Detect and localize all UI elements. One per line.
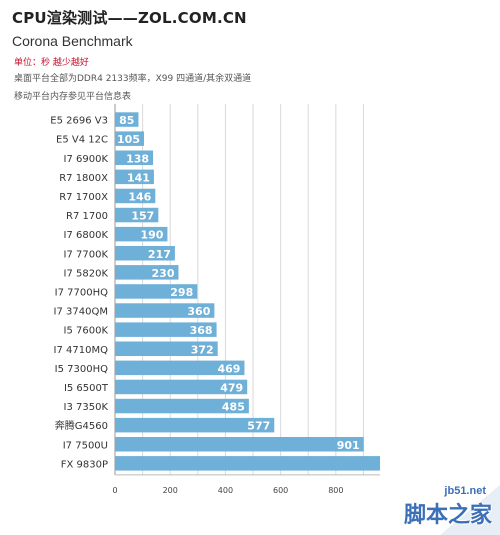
bar: [115, 226, 168, 242]
chart-subtitle: Corona Benchmark: [12, 33, 133, 49]
category-label: I5 7600K: [64, 326, 109, 337]
data-label: 146: [128, 190, 151, 203]
bar: [115, 341, 218, 356]
category-label: R7 1700: [66, 211, 108, 222]
chart-title: CPU渲染测试——ZOL.COM.CN: [12, 9, 247, 27]
data-label: 298: [170, 286, 193, 299]
x-tick-label: 600: [273, 486, 288, 495]
bar: [115, 360, 245, 376]
data-label: 368: [190, 324, 213, 337]
data-label: 190: [140, 229, 163, 242]
data-label: 157: [131, 210, 154, 223]
category-label: I5 7300HQ: [55, 364, 108, 375]
category-label: 奔腾G4560: [55, 419, 108, 432]
mobile-note: 移动平台内存参见平台信息表: [14, 92, 132, 102]
data-label: 230: [152, 267, 175, 280]
category-label: R7 1800X: [59, 173, 108, 184]
category-label: I7 3740QM: [54, 307, 108, 318]
category-label: I3 7350K: [64, 402, 109, 413]
data-label: 479: [220, 381, 243, 394]
data-label: 901: [337, 439, 360, 452]
bar: [115, 322, 217, 337]
category-label: E5 V4 12C: [56, 135, 108, 146]
category-label: I7 6900K: [64, 154, 109, 165]
x-tick-label: 400: [218, 486, 233, 495]
category-label: I7 7500U: [63, 440, 108, 451]
data-label: 138: [126, 152, 149, 165]
bar: [115, 112, 139, 127]
bar: [115, 188, 156, 204]
data-label: 372: [191, 343, 214, 356]
category-label: I7 5820K: [64, 268, 109, 279]
bar: [115, 379, 248, 395]
data-label: 141: [127, 171, 150, 184]
x-tick-label: 0: [112, 486, 117, 495]
category-label: I7 4710MQ: [54, 345, 109, 356]
bar: [115, 456, 380, 471]
category-label: R7 1700X: [59, 192, 108, 203]
category-label: E5 2696 V3: [50, 116, 108, 127]
category-label: I7 6800K: [64, 230, 109, 241]
data-label: 469: [217, 362, 240, 375]
data-label: 485: [222, 401, 245, 414]
category-label: I7 7700HQ: [55, 287, 108, 298]
bar: [115, 246, 175, 261]
data-label: 85: [119, 114, 134, 127]
bar: [115, 284, 198, 299]
category-label: I7 7700K: [64, 249, 109, 260]
unit-note: 单位：秒 越少越好: [14, 58, 89, 68]
x-tick-label: 800: [328, 486, 343, 495]
data-label: 360: [187, 305, 210, 318]
bar: [115, 150, 154, 165]
category-label: FX 9830P: [61, 459, 108, 470]
bar: [115, 131, 144, 146]
bar: [115, 265, 179, 280]
bar: [115, 169, 154, 185]
bar: [115, 207, 159, 223]
bar: [115, 437, 364, 452]
bar: [115, 417, 275, 433]
x-tick-label: 200: [163, 486, 178, 495]
platform-note: 桌面平台全部为DDR4 2133频率，X99 四通道/其余双通道: [14, 74, 252, 84]
category-label: I5 6500T: [64, 383, 109, 394]
bar: [115, 303, 215, 318]
data-label: 105: [117, 133, 140, 146]
data-label: 217: [148, 248, 171, 261]
data-label: 577: [247, 420, 270, 433]
bar: [115, 398, 249, 414]
